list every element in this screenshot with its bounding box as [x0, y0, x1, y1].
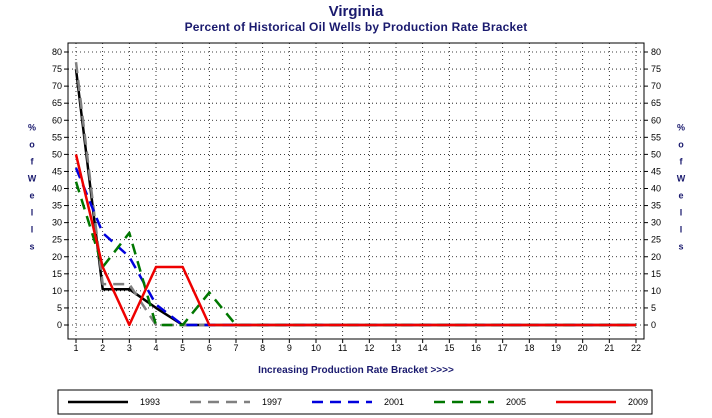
y-tick-label-left: 20 [52, 252, 62, 262]
y-tick-label-left: 40 [52, 184, 62, 194]
y-axis-label-char: % [28, 123, 36, 133]
x-axis: 1 2 3 4 5 6 7 8 9 10 11 12 13 14 15 16 17 18 19 20 21 22 [73, 339, 641, 353]
y-tick-label-right: 55 [651, 132, 661, 142]
y-axis-label-char: o [678, 140, 684, 150]
chart-subtitle: Percent of Historical Oil Wells by Produ… [184, 20, 528, 34]
x-tick-label: 3 [127, 343, 132, 353]
x-tick-label: 12 [364, 343, 374, 353]
y-tick-label-left: 5 [57, 303, 62, 313]
x-tick-label: 17 [498, 343, 508, 353]
y-axis-label-char: l [680, 225, 683, 235]
legend-frame [57, 389, 653, 415]
legend-label-2001: 2001 [384, 397, 404, 407]
y-tick-label-right: 40 [651, 184, 661, 194]
x-tick-label: 6 [207, 343, 212, 353]
y-tick-label-left: 0 [57, 320, 62, 330]
y-tick-label-right: 5 [651, 303, 656, 313]
grid [68, 43, 644, 339]
y-tick-label-right: 70 [651, 81, 661, 91]
y-axis-label-char: s [29, 242, 34, 252]
y-tick-label-left: 60 [52, 115, 62, 125]
series-lines [74, 62, 636, 327]
y-tick-label-right: 60 [651, 115, 661, 125]
legend-label-2005: 2005 [506, 397, 526, 407]
x-tick-label: 1 [73, 343, 78, 353]
y-tick-label-left: 25 [52, 235, 62, 245]
y-tick-label-left: 55 [52, 132, 62, 142]
series-line-1997 [74, 62, 636, 327]
y-tick-label-right: 50 [651, 149, 661, 159]
x-tick-label: 15 [444, 343, 454, 353]
legend-label-1997: 1997 [262, 397, 282, 407]
y-axis-label-char: e [29, 191, 34, 201]
y-axis-label-char: l [31, 208, 34, 218]
x-tick-label: 9 [287, 343, 292, 353]
y-tick-label-left: 70 [52, 81, 62, 91]
y-axis-label-char: e [678, 191, 683, 201]
legend-label-2009: 2009 [628, 397, 648, 407]
y-axis-label-char: l [680, 208, 683, 218]
y-axis-left: 0 5 10 15 20 25 30 35 40 45 50 55 60 65 70 75 80 [52, 47, 68, 330]
x-tick-label: 16 [471, 343, 481, 353]
y-tick-label-left: 30 [52, 218, 62, 228]
y-axis-label-char: f [31, 157, 35, 167]
y-tick-label-right: 25 [651, 235, 661, 245]
x-tick-label: 14 [418, 343, 428, 353]
y-tick-label-right: 65 [651, 98, 661, 108]
legend-label-1993: 1993 [140, 397, 160, 407]
x-tick-label: 13 [391, 343, 401, 353]
y-axis-right: 0 5 10 15 20 25 30 35 40 45 50 55 60 65 70 75 80 [644, 47, 661, 330]
x-tick-label: 8 [260, 343, 265, 353]
chart-title: Virginia [328, 3, 384, 20]
x-tick-label: 19 [551, 343, 561, 353]
y-axis-label-char: s [678, 242, 683, 252]
x-tick-label: 5 [180, 343, 185, 353]
y-axis-label-char: f [680, 157, 684, 167]
plot-frame [67, 42, 645, 340]
x-tick-label: 2 [100, 343, 105, 353]
x-tick-label: 22 [631, 343, 641, 353]
x-tick-label: 4 [153, 343, 158, 353]
x-tick-label: 21 [604, 343, 614, 353]
x-tick-label: 11 [338, 343, 347, 353]
x-tick-label: 20 [578, 343, 588, 353]
y-tick-label-right: 75 [651, 64, 661, 74]
y-tick-label-right: 80 [651, 47, 661, 57]
series-line-2005 [74, 181, 636, 327]
y-axis-label-char: W [28, 174, 37, 184]
x-tick-label: 10 [311, 343, 321, 353]
y-tick-label-left: 15 [52, 269, 62, 279]
y-tick-label-right: 30 [651, 218, 661, 228]
y-axis-label-char: W [677, 174, 686, 184]
y-tick-label-right: 45 [651, 166, 661, 176]
y-tick-label-left: 75 [52, 64, 62, 74]
y-tick-label-right: 0 [651, 320, 656, 330]
y-tick-label-left: 50 [52, 149, 62, 159]
y-axis-label-char: l [31, 225, 34, 235]
y-tick-label-left: 45 [52, 166, 62, 176]
series-line-1993 [74, 68, 636, 327]
y-tick-label-right: 10 [651, 286, 661, 296]
x-tick-label: 18 [524, 343, 534, 353]
y-tick-label-left: 65 [52, 98, 62, 108]
y-tick-label-left: 80 [52, 47, 62, 57]
legend: 1993 1997 2001 2005 2009 [68, 397, 648, 407]
y-tick-label-right: 35 [651, 201, 661, 211]
y-tick-label-right: 20 [651, 252, 661, 262]
x-tick-label: 7 [233, 343, 238, 353]
series-line-2009 [74, 154, 636, 327]
y-axis-label-char: % [677, 123, 685, 133]
y-axis-label-char: o [29, 140, 35, 150]
series-line-2001 [74, 167, 636, 327]
x-axis-label: Increasing Production Rate Bracket >>>> [258, 365, 454, 376]
y-tick-label-left: 35 [52, 201, 62, 211]
y-tick-label-left: 10 [52, 286, 62, 296]
y-tick-label-right: 15 [651, 269, 661, 279]
